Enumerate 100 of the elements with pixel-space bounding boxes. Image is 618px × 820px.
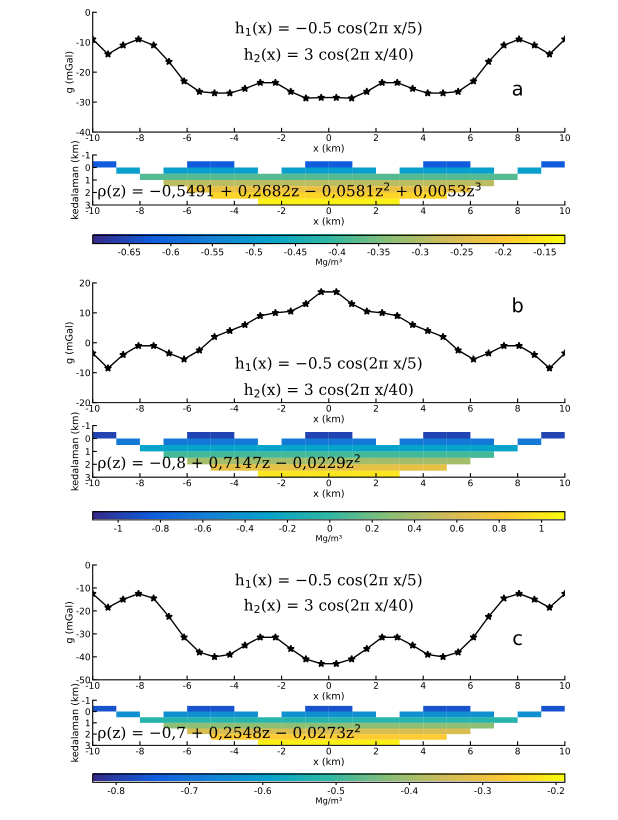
x-tick-label: 10 <box>560 134 570 142</box>
color-bar-label: 0.4 <box>408 524 422 532</box>
point <box>164 612 173 620</box>
point <box>226 650 234 658</box>
x-tick-label: 2 <box>374 134 378 141</box>
x-axis-title: x (km) <box>313 692 344 701</box>
point <box>302 94 310 102</box>
point <box>546 364 554 372</box>
annotation: h$_{2}$(x) = 3 cos(2π x/40) <box>244 383 413 398</box>
x-tick-label: 10 <box>560 748 570 754</box>
point <box>210 652 219 660</box>
point <box>469 355 478 363</box>
y-tick-label: -20 <box>76 68 90 76</box>
y-tick-label: 0 <box>85 9 90 16</box>
x-axis-title: x (km) <box>313 217 344 226</box>
y-tick-label: 3 <box>86 742 90 749</box>
x-tick-label: 8 <box>515 134 520 142</box>
point <box>134 35 142 43</box>
point <box>530 595 538 603</box>
x-tick-label: -2 <box>278 207 286 214</box>
annotation: h$_{1}$(x) = −0.5 cos(2π x/5) <box>235 22 422 36</box>
point <box>104 364 112 372</box>
point <box>271 633 280 641</box>
point <box>134 590 142 598</box>
x-tick-label: 10 <box>560 207 570 214</box>
x-tick-label: 8 <box>515 748 520 754</box>
x-tick-label: -4 <box>230 682 238 689</box>
x-tick-label: 0 <box>326 682 332 689</box>
point <box>546 603 554 611</box>
point <box>332 660 340 668</box>
x-tick-label: 2 <box>374 748 378 754</box>
x-tick-label: -4 <box>230 480 238 486</box>
point <box>256 633 264 641</box>
y-tick-label: 0 <box>85 708 90 716</box>
x-tick-label: -4 <box>230 207 238 214</box>
point <box>150 594 158 602</box>
point <box>439 652 448 660</box>
x-tick-label: 2 <box>374 404 378 412</box>
point <box>271 78 280 86</box>
y-tick-label: 1 <box>86 448 90 455</box>
y-axis-title: g (mGal) <box>65 322 74 364</box>
y-tick-label: 0 <box>85 435 90 442</box>
color-bar-label: -0.2 <box>279 524 296 532</box>
x-tick-label: 8 <box>515 479 520 486</box>
y-axis-title: kedalaman (km) <box>70 684 80 762</box>
x-tick-label: -2 <box>278 404 286 412</box>
point <box>226 326 234 334</box>
point <box>119 41 128 49</box>
color-bar-label: -0.4 <box>401 787 418 794</box>
point <box>286 87 295 96</box>
color-bar-label: -0.6 <box>162 248 180 256</box>
color-bar-label: -0.8 <box>108 787 124 794</box>
x-tick-label: 2 <box>374 479 378 486</box>
x-tick-label: -8 <box>136 404 144 412</box>
annotation: h$_{1}$(x) = −0.5 cos(2π x/5) <box>235 356 422 372</box>
point <box>302 300 310 308</box>
color-bar-label: -0.3 <box>474 787 491 794</box>
point <box>378 633 386 641</box>
point <box>119 350 128 358</box>
y-tick-label: 3 <box>86 474 90 481</box>
point <box>240 641 249 649</box>
y-tick-label: -10 <box>76 369 90 376</box>
point <box>302 654 310 663</box>
x-tick-label: 6 <box>468 207 473 214</box>
y-tick-label: -10 <box>76 38 90 46</box>
point <box>317 660 326 668</box>
point <box>500 342 508 350</box>
point <box>408 641 417 649</box>
x-tick-label: -8 <box>136 682 144 689</box>
point <box>256 78 264 86</box>
y-tick-label: 10 <box>80 310 90 316</box>
x-tick-label: 4 <box>420 682 426 689</box>
point <box>164 349 173 357</box>
point <box>393 78 402 86</box>
x-tick-label: 8 <box>515 682 520 689</box>
point <box>393 312 402 320</box>
point <box>134 342 142 350</box>
y-tick-label: -40 <box>76 128 90 136</box>
x-tick-label: 6 <box>468 479 473 486</box>
color-bar-label: 1 <box>540 525 544 532</box>
x-tick-label: 6 <box>468 134 473 142</box>
color-bar-label: -0.7 <box>181 787 198 794</box>
color-bar-label: -0.2 <box>548 787 564 794</box>
x-tick-label: 6 <box>468 404 473 412</box>
x-tick-label: -2 <box>278 479 286 486</box>
point <box>530 350 538 358</box>
color-bar-label: 0 <box>328 524 332 532</box>
y-tick-label: 1 <box>86 176 90 184</box>
x-tick-label: -6 <box>183 748 192 754</box>
x-tick-label: 0 <box>326 134 332 142</box>
point <box>515 590 524 598</box>
color-bar-label: -0.4 <box>236 524 254 532</box>
point <box>378 78 386 86</box>
color-bar-label: -0.2 <box>494 248 512 256</box>
point <box>439 88 448 97</box>
y-axis-title: g (mGal) <box>65 602 74 644</box>
point <box>150 41 158 49</box>
point <box>439 332 448 340</box>
point <box>454 87 462 96</box>
point <box>362 644 371 652</box>
